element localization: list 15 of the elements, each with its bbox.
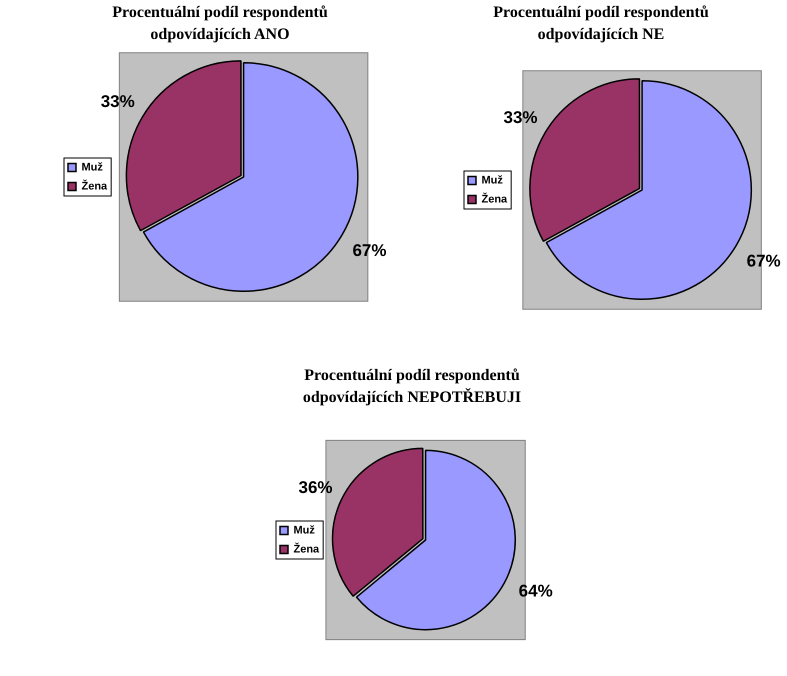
data-label: 67% xyxy=(746,252,781,271)
chart-title: Procentuální podíl respondentů odpovídajících NE xyxy=(492,3,710,45)
legend-label: Muž xyxy=(82,162,104,174)
chart-title: Procentuální podíl respondentů odpovídajících ANO xyxy=(111,3,329,45)
legend-label: Muž xyxy=(294,524,316,537)
legend-label: Žena xyxy=(294,542,320,556)
data-label: 64% xyxy=(518,581,553,600)
chart-title: Procentuální podíl respondentů odpovídajících NEPOTŘEBUJI xyxy=(302,366,522,408)
data-label: 36% xyxy=(298,478,333,497)
data-label: 33% xyxy=(503,108,538,127)
data-label: 33% xyxy=(100,92,135,112)
legend-label: Muž xyxy=(482,174,504,187)
legend-label: Žena xyxy=(482,192,508,206)
data-label: 67% xyxy=(352,241,386,260)
legend-label: Žena xyxy=(82,180,108,193)
